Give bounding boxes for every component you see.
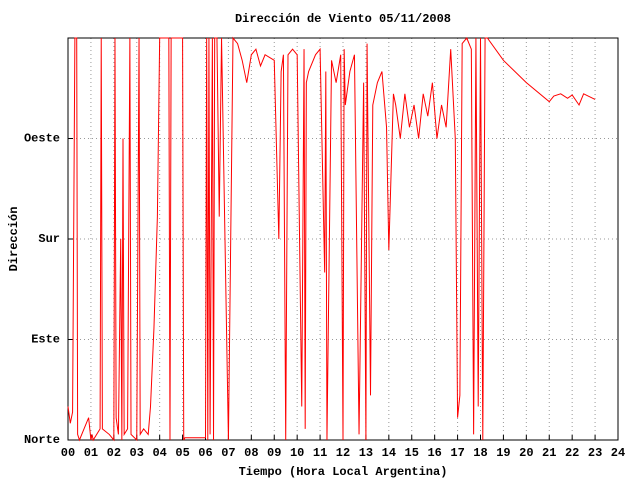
x-tick-label: 14 [382, 446, 396, 460]
x-tick-label: 22 [565, 446, 579, 460]
x-tick-label: 07 [221, 446, 235, 460]
x-tick-label: 01 [84, 446, 98, 460]
x-tick-label: 23 [588, 446, 602, 460]
x-tick-label: 20 [519, 446, 533, 460]
x-tick-label: 11 [313, 446, 327, 460]
x-tick-label: 21 [542, 446, 556, 460]
y-tick-label: Sur [38, 232, 60, 246]
x-tick-label: 16 [427, 446, 441, 460]
y-tick-label: Este [31, 333, 60, 347]
x-tick-label: 19 [496, 446, 510, 460]
y-tick-label: Norte [24, 433, 60, 447]
chart-title: Dirección de Viento 05/11/2008 [235, 12, 451, 26]
x-tick-label: 15 [405, 446, 419, 460]
x-tick-label: 24 [611, 446, 625, 460]
data-line [67, 36, 596, 442]
x-tick-label: 06 [198, 446, 212, 460]
y-axis-label: Dirección [7, 207, 21, 272]
y-tick-label: Oeste [24, 132, 60, 146]
x-tick-label: 17 [450, 446, 464, 460]
x-tick-label: 13 [359, 446, 373, 460]
x-tick-label: 12 [336, 446, 350, 460]
x-tick-label: 05 [175, 446, 189, 460]
x-tick-label: 08 [244, 446, 258, 460]
x-tick-label: 03 [130, 446, 144, 460]
x-tick-label: 04 [152, 446, 166, 460]
x-tick-label: 00 [61, 446, 75, 460]
x-tick-label: 10 [290, 446, 304, 460]
x-tick-label: 09 [267, 446, 281, 460]
x-tick-label: 18 [473, 446, 487, 460]
x-axis-label: Tiempo (Hora Local Argentina) [239, 465, 448, 479]
x-tick-label: 02 [107, 446, 121, 460]
